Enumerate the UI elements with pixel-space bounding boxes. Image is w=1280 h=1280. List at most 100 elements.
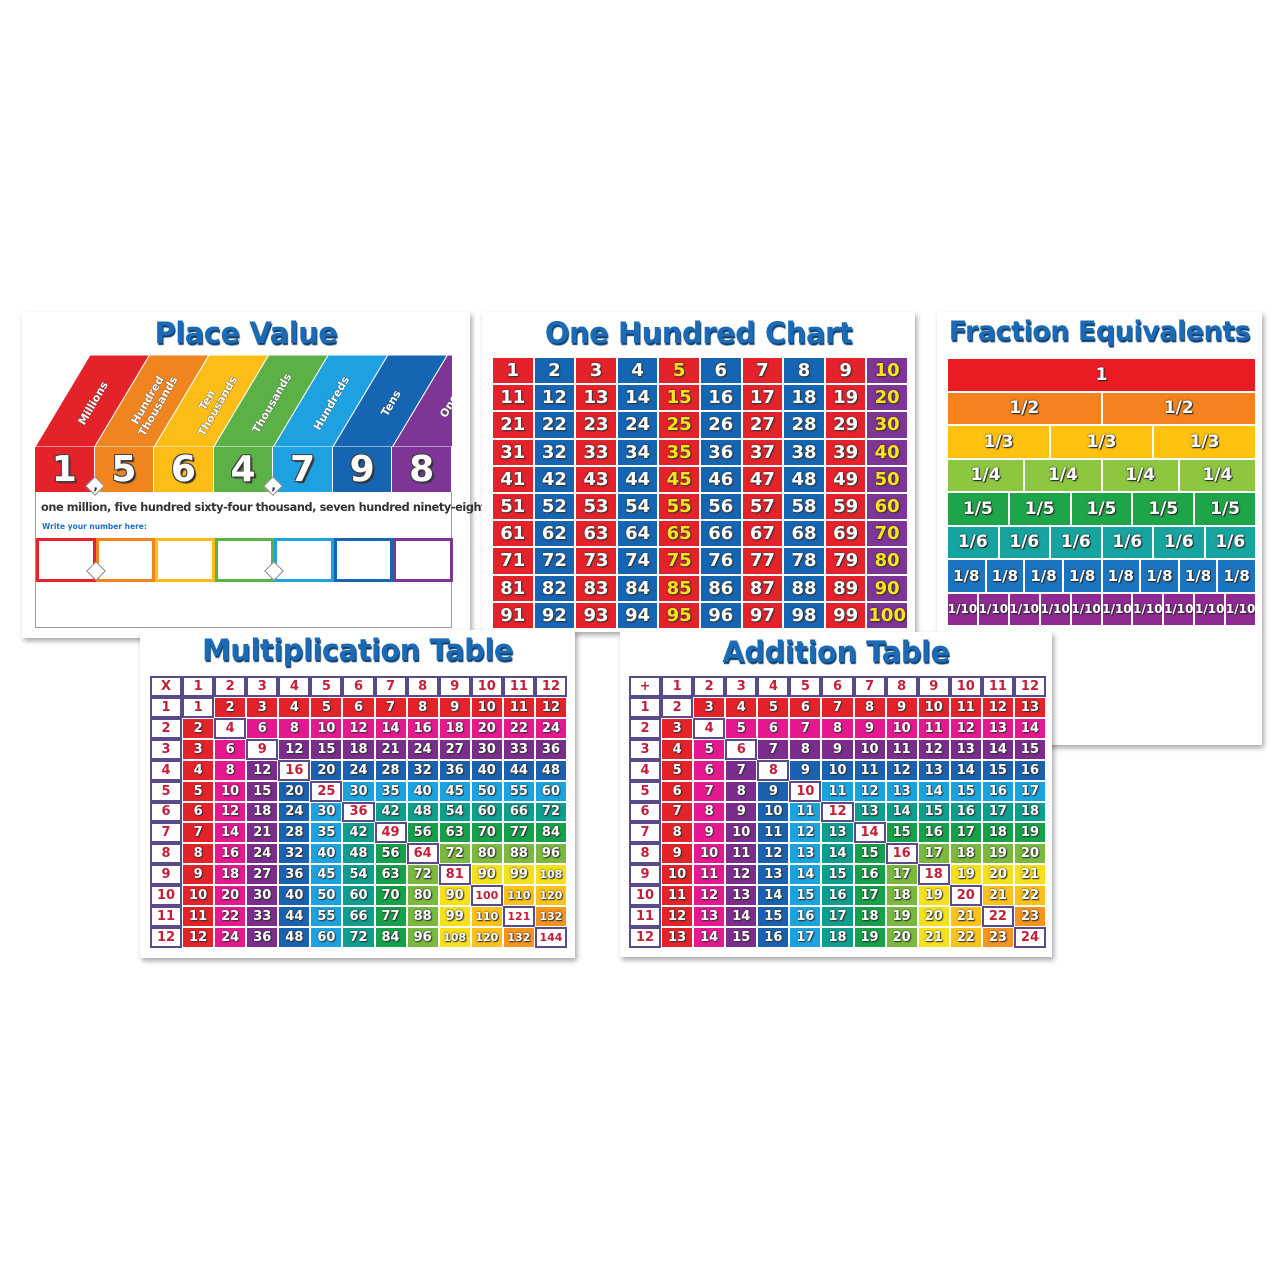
multiplication-cell: 6 bbox=[214, 738, 247, 760]
multiplication-column-header: 7 bbox=[374, 676, 407, 697]
multiplication-cell: 24 bbox=[214, 927, 247, 948]
multiplication-cell: 30 bbox=[246, 885, 279, 907]
addition-cell: 12 bbox=[725, 864, 758, 886]
fraction-piece: 1/4 bbox=[1101, 458, 1179, 492]
addition-cell: 13 bbox=[693, 906, 726, 928]
hundred-cell: 80 bbox=[866, 547, 908, 575]
multiplication-cell: 2 bbox=[182, 717, 215, 739]
hundred-cell: 51 bbox=[492, 493, 534, 521]
hundred-cell: 56 bbox=[699, 493, 742, 521]
hundred-chart-title: One Hundred Chart bbox=[544, 316, 853, 350]
multiplication-cell: 30 bbox=[470, 738, 503, 760]
column-header-band bbox=[153, 355, 270, 447]
addition-cell: 14 bbox=[949, 759, 982, 781]
multiplication-cell: 42 bbox=[374, 801, 407, 823]
multiplication-cell: 48 bbox=[278, 927, 311, 948]
addition-row-header: 2 bbox=[629, 717, 662, 739]
fraction-label: 1/6 bbox=[1112, 532, 1143, 553]
fraction-piece: 1/5 bbox=[1194, 492, 1256, 526]
addition-cell: 23 bbox=[1013, 906, 1046, 928]
multiplication-cell: 12 bbox=[342, 717, 375, 739]
addition-cell: 21 bbox=[917, 927, 950, 948]
multiplication-cell: 96 bbox=[534, 843, 567, 865]
hundred-cell: 100 bbox=[866, 601, 908, 629]
addition-cell: 16 bbox=[981, 780, 1014, 802]
hundred-cell: 41 bbox=[492, 465, 534, 493]
write-box[interactable] bbox=[274, 538, 334, 582]
write-box[interactable] bbox=[393, 538, 453, 582]
hundred-cell: 19 bbox=[824, 384, 867, 412]
hundred-cell: 72 bbox=[533, 547, 576, 575]
hundred-cell: 81 bbox=[492, 574, 534, 602]
addition-cell: 15 bbox=[885, 822, 918, 844]
hundred-cell: 97 bbox=[741, 601, 784, 629]
addition-cell: 9 bbox=[885, 696, 918, 718]
fraction-label: 1/3 bbox=[983, 431, 1014, 452]
addition-cell: 8 bbox=[693, 801, 726, 823]
fraction-label: 1/10 bbox=[1102, 602, 1132, 617]
multiplication-row-header: 1 bbox=[150, 696, 183, 718]
column-header-band bbox=[213, 355, 329, 447]
multiplication-cell: 60 bbox=[534, 780, 567, 802]
place-digit: 8 bbox=[392, 447, 452, 492]
multiplication-cell: 55 bbox=[310, 906, 343, 928]
hundred-cell: 26 bbox=[699, 411, 742, 439]
multiplication-cell: 110 bbox=[502, 885, 535, 907]
multiplication-cell: 54 bbox=[438, 801, 471, 823]
hundred-cell: 6 bbox=[699, 357, 742, 385]
write-box[interactable] bbox=[155, 538, 215, 582]
hundred-cell: 38 bbox=[783, 438, 825, 466]
place-digit: 6 bbox=[154, 447, 214, 492]
multiplication-cell: 6 bbox=[342, 696, 375, 718]
multiplication-row-header: 2 bbox=[150, 717, 183, 739]
addition-cell: 7 bbox=[693, 780, 726, 802]
hundred-cell: 69 bbox=[824, 520, 867, 548]
place-digit: 4 bbox=[213, 447, 274, 492]
hundred-cell: 47 bbox=[741, 465, 784, 493]
multiplication-cell: 72 bbox=[534, 801, 567, 823]
multiplication-cell: 12 bbox=[214, 801, 247, 823]
multiplication-cell: 18 bbox=[342, 738, 375, 760]
write-box[interactable] bbox=[95, 538, 156, 582]
addition-cell: 10 bbox=[821, 759, 854, 781]
fraction-piece: 1/8 bbox=[1140, 559, 1179, 593]
multiplication-cell: 36 bbox=[342, 801, 375, 823]
multiplication-cell: 28 bbox=[278, 822, 311, 844]
addition-cell: 10 bbox=[789, 780, 822, 802]
place-digit: 1 bbox=[35, 447, 95, 492]
hundred-cell: 44 bbox=[616, 465, 659, 493]
addition-cell: 18 bbox=[821, 927, 854, 948]
fraction-label: 1/5 bbox=[962, 498, 993, 519]
hundred-cell: 65 bbox=[658, 520, 700, 548]
addition-cell: 14 bbox=[853, 822, 886, 844]
fraction-label: 1/8 bbox=[1146, 566, 1173, 585]
hundred-cell: 8 bbox=[783, 357, 825, 385]
write-in-boxes bbox=[36, 538, 453, 582]
fraction-label: 1/8 bbox=[1223, 566, 1250, 585]
multiplication-cell: 44 bbox=[502, 759, 535, 781]
write-box[interactable] bbox=[36, 538, 96, 582]
fraction-label: 1/10 bbox=[947, 602, 978, 617]
fraction-piece: 1/4 bbox=[947, 458, 1025, 492]
addition-cell: 19 bbox=[981, 843, 1014, 865]
addition-cell: 5 bbox=[757, 696, 790, 718]
addition-cell: 11 bbox=[821, 780, 854, 802]
multiplication-cell: 32 bbox=[406, 759, 439, 781]
addition-cell: 10 bbox=[853, 738, 886, 760]
multiplication-column-header: 12 bbox=[534, 676, 567, 697]
hundred-cell: 79 bbox=[824, 547, 867, 575]
hundred-cell: 92 bbox=[533, 601, 576, 629]
addition-cell: 9 bbox=[725, 801, 758, 823]
addition-cell: 13 bbox=[661, 927, 694, 948]
addition-cell: 12 bbox=[661, 906, 694, 928]
fraction-row: 1 bbox=[947, 358, 1256, 392]
hundred-cell: 55 bbox=[658, 493, 700, 521]
hundred-cell: 5 bbox=[658, 357, 700, 385]
addition-row-header: 7 bbox=[629, 822, 662, 844]
write-box[interactable] bbox=[214, 538, 275, 582]
hundred-cell: 10 bbox=[866, 357, 908, 385]
write-box[interactable] bbox=[333, 538, 394, 582]
hundred-cell: 32 bbox=[533, 438, 576, 466]
addition-column-header: 7 bbox=[853, 676, 886, 697]
multiplication-cell: 11 bbox=[502, 696, 535, 718]
